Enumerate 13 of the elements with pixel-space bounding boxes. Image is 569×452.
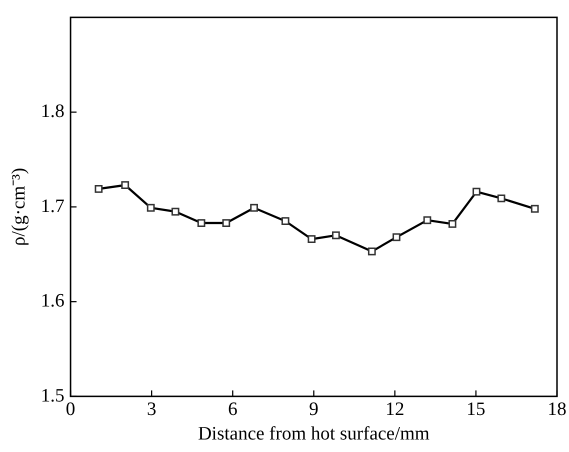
y-tick-label: 1.5	[40, 385, 65, 406]
x-tick-label: 15	[466, 398, 486, 420]
x-tick-label: 0	[66, 398, 76, 420]
y-tick-label: 1.6	[40, 290, 65, 312]
x-tick-label: 18	[548, 398, 566, 420]
y-tick-label: 1.7	[40, 196, 65, 217]
y-tick-label: 1.8	[40, 101, 65, 122]
x-axis-title: Distance from hot surface/mm	[198, 424, 430, 445]
x-tick-label: 12	[385, 398, 404, 420]
x-tick-label: 3	[146, 398, 156, 420]
x-tick-label: 6	[228, 398, 238, 420]
x-tick-label: 9	[309, 398, 319, 420]
y-axis-title: ρ/(g·cm⁻³)	[8, 168, 30, 246]
